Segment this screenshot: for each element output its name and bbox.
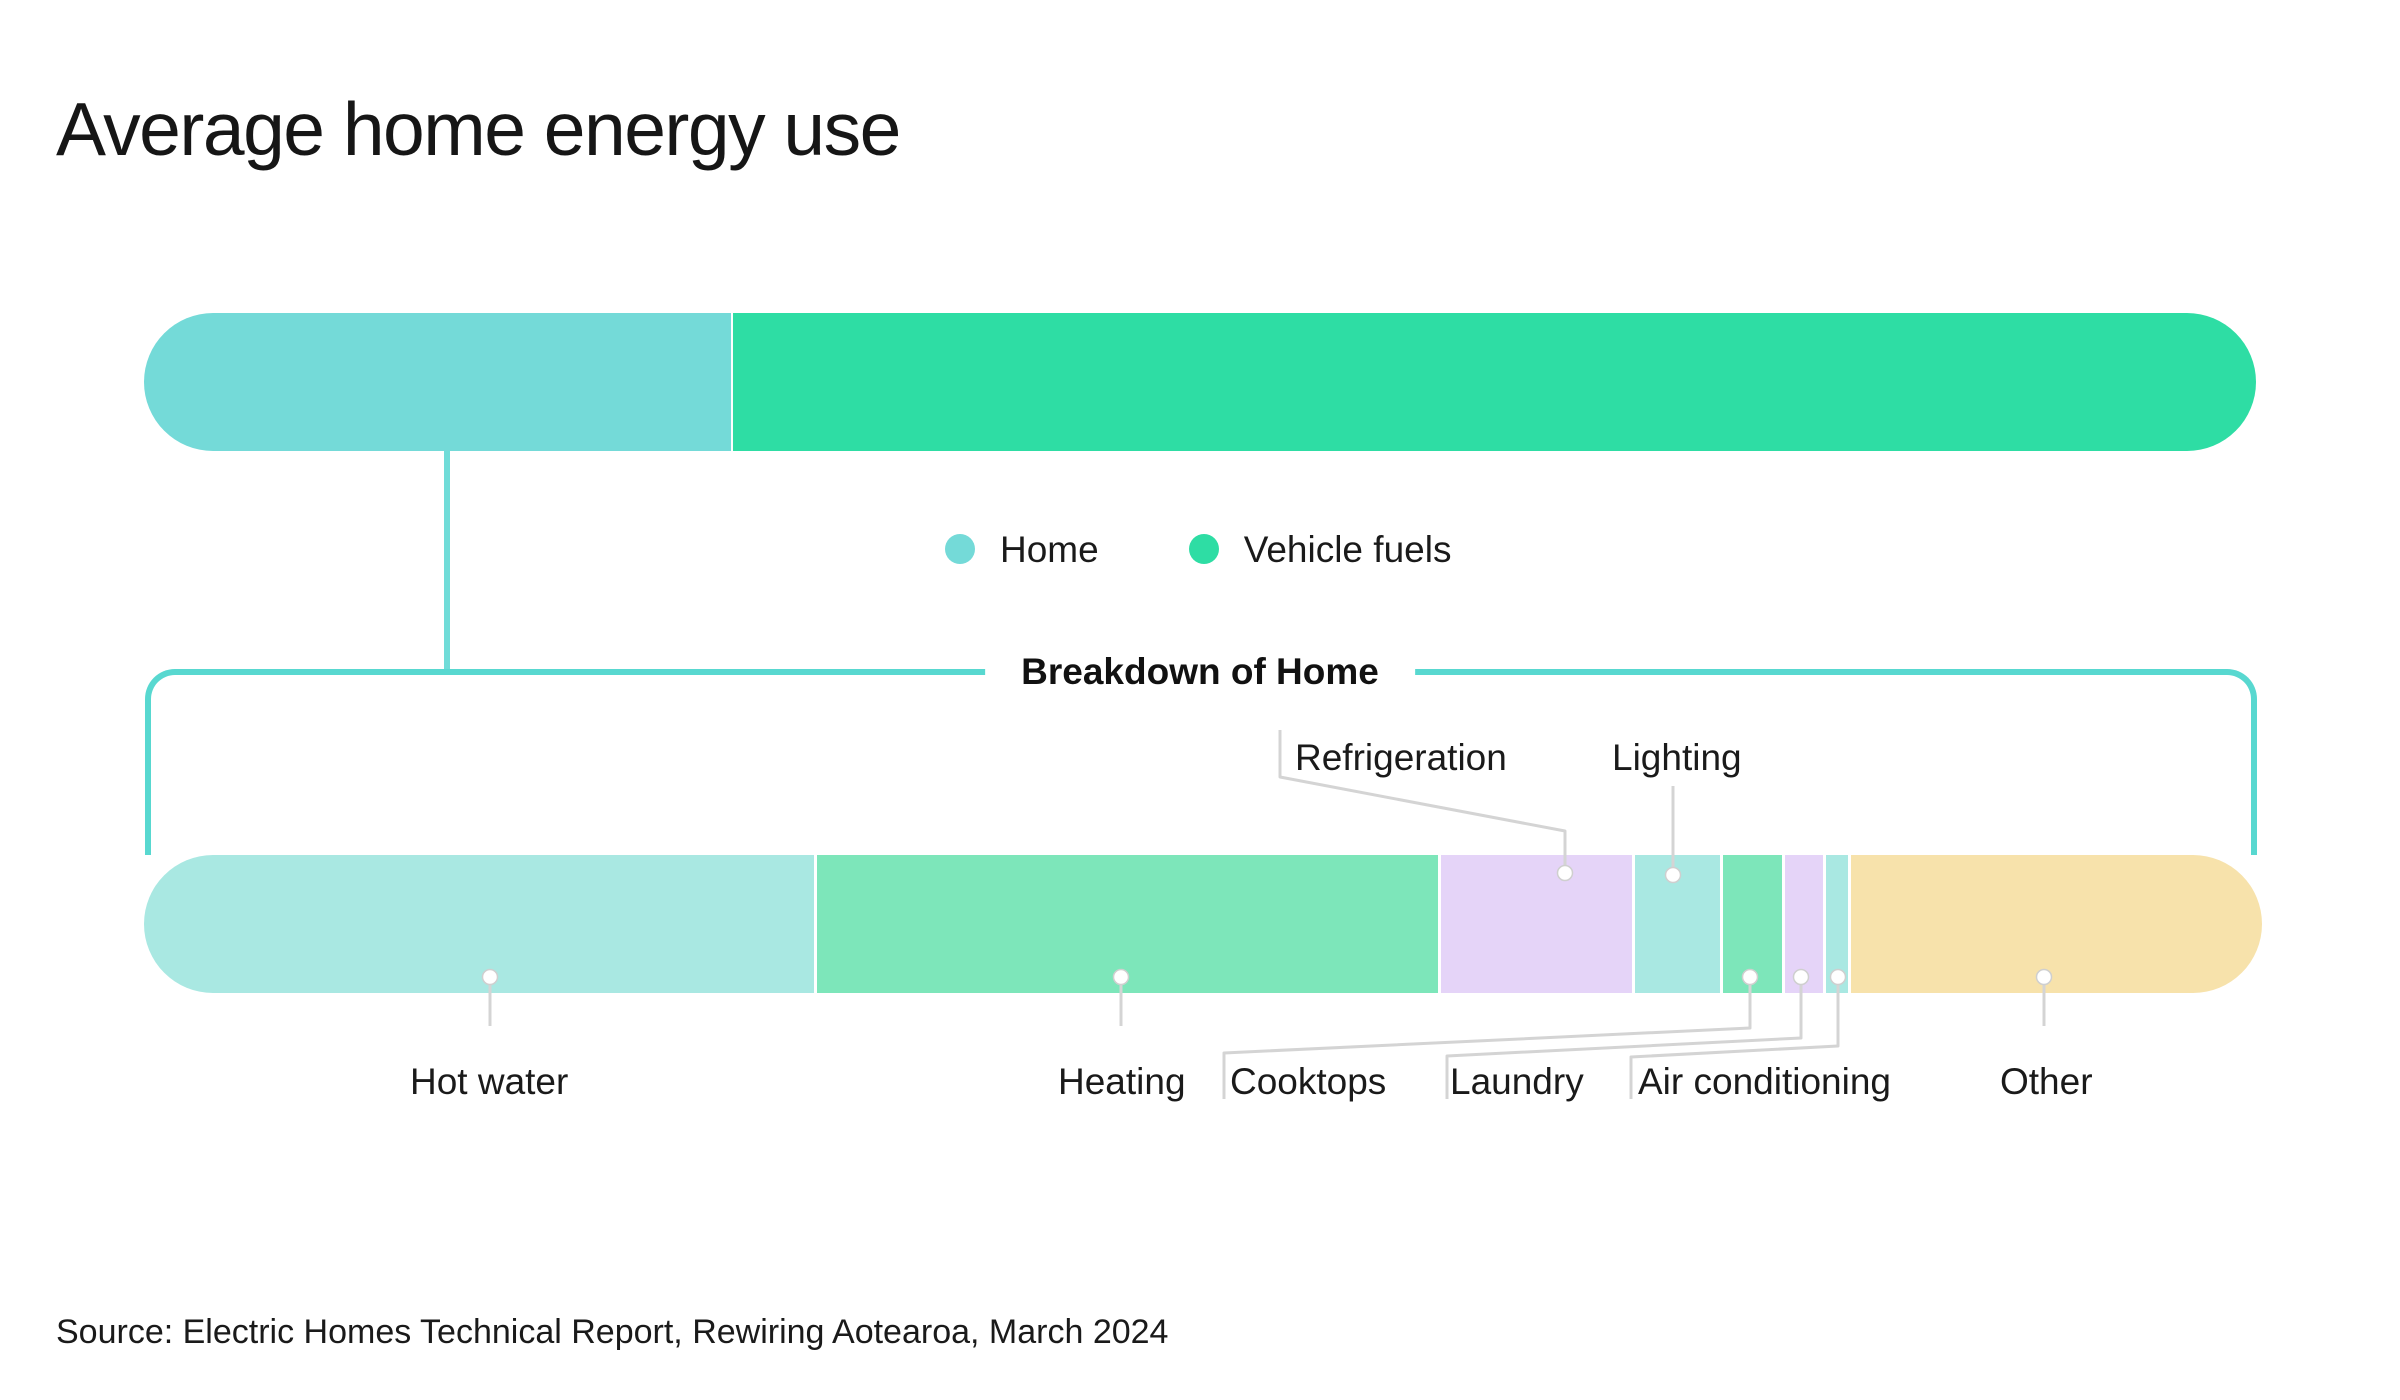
lighting-label: Lighting [1612,737,1742,778]
heating-marker-dot [1112,968,1130,986]
legend: Home Vehicle fuels [945,525,1451,573]
bar-segment-refrigeration [1441,855,1633,993]
breakdown-section-title: Breakdown of Home [985,651,1415,693]
hot-water-marker-dot [481,968,499,986]
legend-item-home: Home [945,531,1099,568]
legend-item-vehicle-fuels: Vehicle fuels [1188,528,1452,570]
air-conditioning-label: Air conditioning [1638,1061,1891,1102]
lighting-marker-dot [1664,866,1682,884]
page-title: Average home energy use [56,87,901,172]
cooktops-marker-dot [1741,968,1759,986]
source-attribution: Source: Electric Homes Technical Report,… [56,1313,1169,1351]
laundry-marker-dot [1792,968,1810,986]
vehicle-fuels-legend-dot-icon [1188,534,1219,564]
bar-segment-home [144,313,731,451]
heating-label: Heating [1058,1061,1186,1102]
home-legend-dot-icon [945,534,975,564]
legend-label-vehicle-fuels: Vehicle fuels [1243,528,1452,570]
total-energy-bar [144,313,2256,451]
home-connector-line [444,451,450,673]
cooktops-label: Cooktops [1230,1061,1387,1102]
refrigeration-marker-dot [1556,864,1574,882]
air-conditioning-leader-line [1629,981,1840,1099]
laundry-label: Laundry [1450,1061,1584,1102]
bar-segment-hot-water [144,855,815,993]
bar-segment-air-conditioning [1826,855,1848,993]
bar-segment-heating [817,855,1439,993]
refrigeration-label: Refrigeration [1295,737,1507,778]
cooktops-leader-line [1222,981,1752,1099]
air-conditioning-marker-dot [1829,968,1847,986]
bar-segment-other [1850,855,2262,993]
hot-water-label: Hot water [410,1061,569,1102]
legend-label-home: Home [1000,528,1099,570]
other-marker-dot [2035,968,2053,986]
refrigeration-leader-line [1278,730,1567,867]
home-breakdown-bar [144,855,2262,993]
other-label: Other [2000,1061,2093,1102]
laundry-leader-line [1445,981,1803,1099]
bar-segment-vehicle-fuels [732,313,2256,451]
